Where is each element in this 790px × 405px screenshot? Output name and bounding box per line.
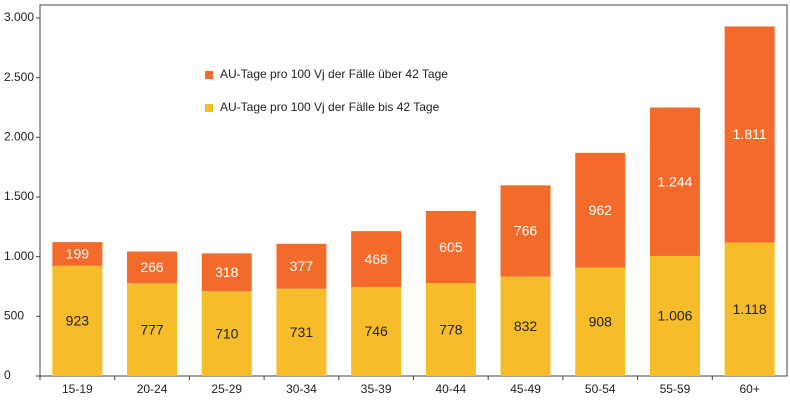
legend-label: AU-Tage pro 100 Vj der Fälle bis 42 Tage — [220, 100, 440, 114]
value-label: 266 — [140, 259, 164, 275]
legend-swatch — [205, 104, 213, 112]
value-label: 778 — [439, 321, 463, 337]
bar-segment — [276, 288, 327, 376]
bar-segment — [500, 276, 551, 376]
bar-segment — [52, 242, 103, 266]
bar-segment — [201, 291, 252, 376]
x-tick-label: 50-54 — [585, 382, 616, 396]
value-label: 731 — [290, 324, 314, 340]
bar-segment — [351, 286, 402, 376]
bar-segment — [425, 210, 476, 284]
value-label: 1.811 — [733, 126, 767, 142]
bar-segment — [201, 253, 252, 292]
y-tick-label: 1.500 — [4, 189, 34, 203]
bar-segment — [425, 283, 476, 376]
y-tick-label: 2.000 — [4, 130, 34, 144]
x-tick-label: 40-44 — [435, 382, 466, 396]
bar-segment — [649, 107, 700, 256]
value-label: 1.118 — [733, 301, 767, 317]
value-label: 908 — [589, 314, 613, 330]
bar-segment — [276, 243, 327, 289]
x-tick-label: 60+ — [739, 382, 759, 396]
value-label: 605 — [439, 239, 463, 255]
bar-segment — [52, 265, 103, 376]
y-tick-label: 500 — [4, 309, 24, 323]
y-tick-label: 0 — [4, 368, 11, 382]
x-tick-label: 35-39 — [361, 382, 392, 396]
bar-segment — [127, 251, 178, 284]
bar-segment — [724, 242, 775, 376]
value-label: 962 — [589, 202, 613, 218]
bar-segment — [575, 267, 626, 376]
x-tick-label: 30-34 — [286, 382, 317, 396]
bar-segment — [724, 26, 775, 243]
value-label: 1.244 — [657, 173, 692, 189]
value-label: 766 — [514, 223, 538, 239]
value-label: 923 — [66, 313, 90, 329]
bar-segment — [500, 185, 551, 277]
legend-swatch — [205, 71, 213, 79]
y-tick-label: 1.000 — [4, 249, 34, 263]
bar-segment — [127, 283, 178, 376]
y-tick-label: 2.500 — [4, 70, 34, 84]
y-tick-label: 3.000 — [4, 10, 34, 24]
x-tick-label: 55-59 — [660, 382, 691, 396]
x-tick-label: 20-24 — [137, 382, 168, 396]
value-label: 777 — [140, 321, 164, 337]
value-label: 710 — [215, 325, 239, 341]
value-label: 1.006 — [657, 308, 692, 324]
bar-segment — [649, 255, 700, 376]
value-label: 199 — [66, 246, 90, 262]
x-tick-label: 15-19 — [62, 382, 93, 396]
bar-segment — [575, 152, 626, 268]
value-label: 377 — [290, 258, 314, 274]
value-label: 468 — [364, 251, 388, 267]
x-tick-label: 45-49 — [510, 382, 541, 396]
value-label: 318 — [215, 264, 239, 280]
value-label: 832 — [514, 318, 538, 334]
x-tick-label: 25-29 — [211, 382, 242, 396]
legend-label: AU-Tage pro 100 Vj der Fälle über 42 Tag… — [220, 67, 448, 81]
bar-segment — [351, 231, 402, 287]
value-label: 746 — [364, 323, 388, 339]
